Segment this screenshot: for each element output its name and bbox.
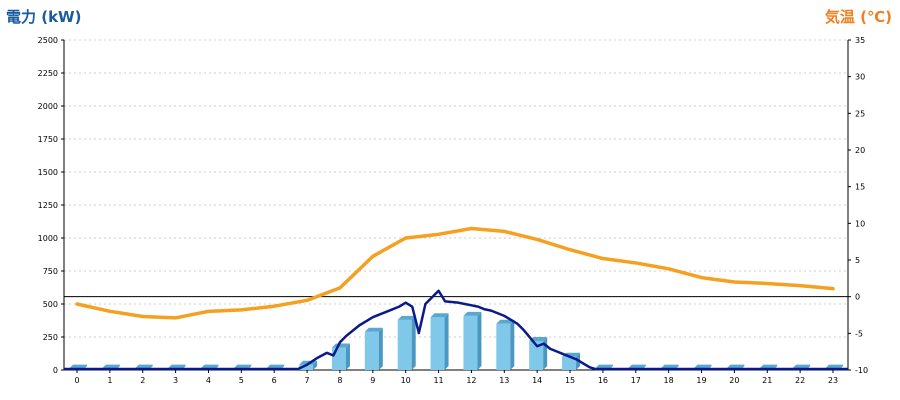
power-bar-top [594, 364, 613, 369]
power-bar-top [233, 364, 252, 369]
x-tick-label: 4 [206, 376, 211, 385]
power-bar-top [726, 364, 745, 369]
power-line-series [296, 289, 597, 371]
x-tick-label: 7 [305, 376, 310, 385]
power-bar-top [397, 315, 416, 320]
x-tick-label: 6 [272, 376, 277, 385]
power-bar [463, 311, 482, 370]
right-tick-label: 35 [855, 36, 865, 45]
temperature-line-series [75, 226, 835, 320]
power-bar-front [430, 317, 445, 370]
right-axis-title: 気温 (℃) [824, 8, 892, 26]
x-tick-label: 8 [337, 376, 342, 385]
power-bar-front [529, 340, 544, 370]
x-tick-label: 5 [239, 376, 244, 385]
power-bar-side [477, 311, 482, 370]
left-tick-label: 2500 [38, 36, 58, 45]
x-tick-label: 0 [74, 376, 79, 385]
power-bar [397, 315, 416, 370]
power-bar-front [364, 331, 379, 370]
x-tick-label: 23 [828, 376, 838, 385]
left-axis-title: 電力 (kW) [6, 8, 82, 26]
power-bar [364, 327, 383, 370]
right-tick-label: 0 [855, 293, 860, 302]
left-tick-label: 1750 [38, 135, 58, 144]
x-tick-label: 2 [140, 376, 145, 385]
power-bar-side [444, 313, 449, 370]
power-bar-top [200, 364, 219, 369]
left-tick-label: 2000 [38, 102, 58, 111]
power-bar-top [430, 313, 449, 318]
x-tick-label: 13 [499, 376, 509, 385]
x-tick-label: 12 [466, 376, 476, 385]
left-tick-label: 2250 [38, 69, 58, 78]
power-bar-top [792, 364, 811, 369]
power-bar-front [562, 356, 577, 370]
power-bar-side [543, 336, 548, 370]
power-bar-side [345, 343, 350, 370]
power-bar-top [825, 364, 843, 369]
right-tick-label: 15 [855, 183, 865, 192]
power-bar-front [299, 364, 314, 370]
power-bar [496, 319, 515, 370]
left-tick-label: 500 [43, 300, 58, 309]
power-bar-top [134, 364, 153, 369]
right-tick-label: -10 [855, 366, 868, 375]
right-tick-label: 20 [855, 146, 865, 155]
power-bar-side [313, 360, 318, 370]
x-tick-label: 17 [631, 376, 641, 385]
left-tick-label: 0 [53, 366, 58, 375]
right-tick-label: -5 [855, 329, 863, 338]
power-bar [529, 336, 548, 370]
x-tick-label: 22 [795, 376, 805, 385]
left-tick-label: 750 [43, 267, 58, 276]
x-tick-label: 19 [696, 376, 706, 385]
x-tick-label: 20 [729, 376, 739, 385]
right-tick-label: 5 [855, 256, 860, 265]
power-bar-top [463, 311, 482, 316]
power-bar-top [101, 364, 120, 369]
left-tick-label: 250 [43, 333, 58, 342]
x-tick-label: 9 [370, 376, 375, 385]
power-bar-top [266, 364, 285, 369]
right-tick-label: 30 [855, 73, 865, 82]
x-tick-label: 3 [173, 376, 178, 385]
power-bar-side [378, 327, 383, 370]
power-bar-top [759, 364, 778, 369]
x-tick-label: 15 [565, 376, 575, 385]
x-tick-label: 14 [532, 376, 542, 385]
power-bar-top [529, 336, 548, 341]
power-bar-top [693, 364, 712, 369]
right-tick-label: 25 [855, 109, 865, 118]
power-bar-side [510, 319, 515, 370]
power-bar-top [627, 364, 646, 369]
power-bar-front [397, 319, 412, 370]
power-bar-front [496, 323, 511, 370]
power-bar-front [463, 315, 478, 370]
power-bar-top [364, 327, 383, 332]
x-tick-label: 10 [401, 376, 411, 385]
power-bar [331, 343, 350, 370]
power-bar-top [69, 364, 87, 369]
x-tick-label: 1 [107, 376, 112, 385]
power-bar-side [411, 315, 416, 370]
left-tick-label: 1000 [38, 234, 58, 243]
power-bar [430, 313, 449, 370]
power-bar-top [496, 319, 515, 324]
x-tick-label: 16 [598, 376, 608, 385]
right-tick-label: 10 [855, 219, 865, 228]
power-bar-top [660, 364, 679, 369]
x-tick-label: 18 [664, 376, 674, 385]
power-bar-top [167, 364, 186, 369]
left-tick-label: 1500 [38, 168, 58, 177]
left-tick-label: 1250 [38, 201, 58, 210]
x-tick-label: 11 [433, 376, 443, 385]
x-tick-label: 21 [762, 376, 772, 385]
power-bar-front [331, 347, 346, 370]
